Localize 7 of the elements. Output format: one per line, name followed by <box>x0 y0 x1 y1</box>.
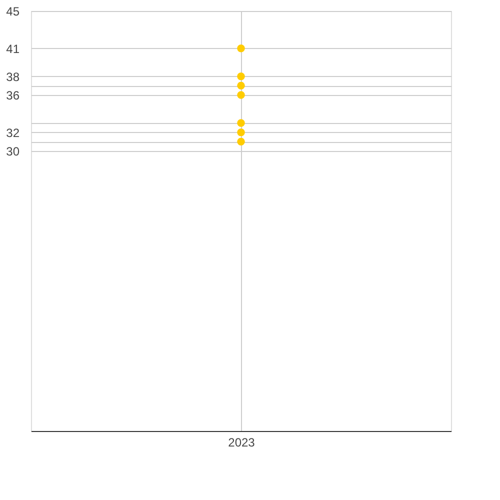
y-tick-label: 30 <box>6 144 20 158</box>
y-tick-label: 41 <box>6 42 20 56</box>
y-tick-label: 45 <box>6 4 20 18</box>
x-tick-label: 2023 <box>228 436 256 450</box>
y-tick-label: 32 <box>6 126 20 140</box>
y-tick-label: 38 <box>6 70 20 84</box>
y-tick-label: 36 <box>6 88 20 102</box>
